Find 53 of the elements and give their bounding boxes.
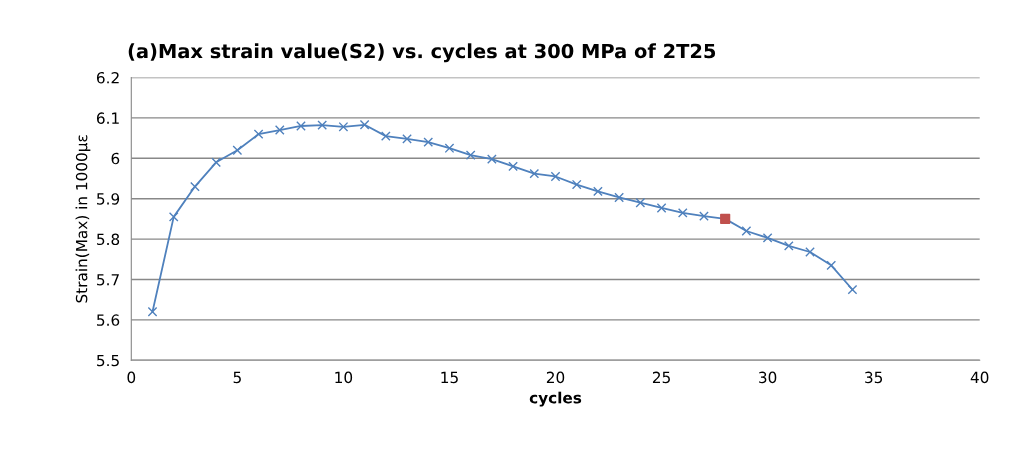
point: [317, 120, 328, 131]
y-tick-label: 6.1: [96, 112, 119, 124]
x-tick-label: 10: [335, 371, 353, 384]
chart-title: (a)Max strain value(S2) vs. cycles at 300 MPa of 2T25: [128, 43, 716, 63]
x-tick-label: 15: [441, 371, 458, 384]
point: [635, 197, 646, 208]
point: [805, 247, 815, 257]
x-tick-label: 25: [652, 371, 670, 384]
point: [783, 241, 794, 251]
point: [741, 226, 752, 236]
point: [656, 203, 667, 213]
x-tick-label: 40: [970, 371, 989, 384]
point: [359, 119, 370, 130]
point: [762, 233, 773, 243]
point: [677, 207, 688, 218]
point: [232, 145, 243, 156]
point: [529, 168, 540, 179]
point: [550, 171, 561, 182]
point: [147, 306, 158, 317]
point: [402, 134, 412, 144]
point: [593, 186, 603, 197]
point: [826, 260, 837, 271]
point: [296, 121, 306, 131]
point: [423, 137, 434, 148]
y-axis-title: Strain(Max) in 1000με: [75, 135, 91, 303]
point: [338, 121, 349, 132]
point: [487, 154, 497, 164]
y-tick-label: 5.7: [97, 274, 119, 286]
point: [253, 129, 264, 139]
point: [444, 143, 455, 154]
y-tick-label: 5.8: [97, 233, 120, 246]
point: [190, 181, 200, 192]
y-tick-label: 6: [111, 152, 120, 165]
point: [211, 157, 222, 168]
x-axis-title: cycles: [529, 391, 582, 407]
x-tick-label: 35: [865, 371, 883, 384]
point: [614, 192, 624, 203]
point: [699, 211, 709, 221]
point: [465, 150, 476, 160]
x-tick-label: 0: [127, 371, 136, 384]
point: [274, 125, 285, 135]
point: [847, 284, 858, 295]
point: [508, 161, 518, 172]
x-tick-label: 20: [546, 371, 565, 384]
y-tick-label: 5.6: [97, 314, 120, 326]
point: [571, 179, 582, 190]
x-tick-label: 5: [233, 371, 241, 384]
x-tick-label: 30: [759, 371, 777, 384]
y-tick-label: 6.2: [96, 71, 119, 84]
point: [168, 211, 179, 222]
y-tick-label: 5.5: [97, 354, 119, 367]
point: [380, 131, 391, 141]
y-tick-label: 5.9: [97, 193, 120, 205]
